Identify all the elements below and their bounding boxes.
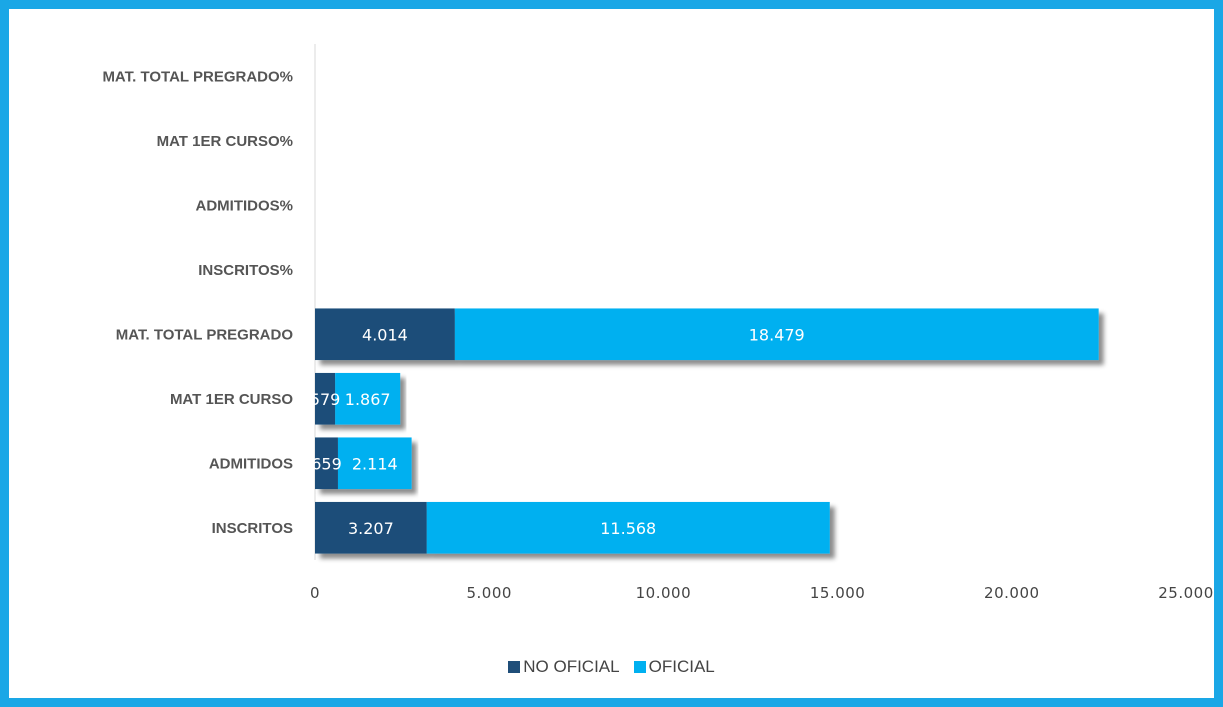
x-tick-label-0: 0 (310, 584, 320, 602)
bar-mat-total-pregrado-no-oficial (315, 308, 455, 361)
bar-label-mat-total-pregrado-oficial: 18.479 (749, 325, 805, 344)
category-label-mat-1er-curso-pct: MAT 1ER CURSO% (157, 133, 293, 150)
bar-group-mat-total-pregrado (315, 308, 1099, 361)
bar-label-admitidos-oficial: 2.114 (352, 454, 398, 473)
x-tick-label-10000: 10.000 (636, 584, 692, 602)
bar-label-mat-1er-curso-oficial: 1.867 (345, 390, 391, 409)
bar-group-mat-1er-curso (315, 372, 401, 425)
legend: NO OFICIAL OFICIAL (0, 657, 1223, 677)
x-tick-label-20000: 20.000 (984, 584, 1040, 602)
legend-item-no-oficial: NO OFICIAL (508, 657, 620, 677)
category-label-inscritos: INSCRITOS (212, 520, 293, 537)
x-tick-label-15000: 15.000 (810, 584, 866, 602)
category-label-mat-total-pregrado: MAT. TOTAL PREGRADO (116, 326, 294, 343)
category-label-admitidos: ADMITIDOS (209, 455, 293, 472)
bar-mat-total-pregrado-oficial (454, 308, 1099, 361)
bar-label-inscritos-oficial: 11.568 (600, 519, 656, 538)
bar-label-mat-1er-curso-no-oficial: 579 (310, 390, 341, 409)
category-label-mat-1er-curso: MAT 1ER CURSO (170, 391, 293, 408)
legend-swatch-no-oficial (508, 661, 521, 673)
bar-admitidos-oficial (337, 437, 412, 490)
bar-inscritos-no-oficial (315, 501, 427, 554)
legend-item-oficial: OFICIAL (633, 657, 715, 677)
legend-label-oficial: OFICIAL (648, 657, 715, 676)
category-label-inscritos-pct: INSCRITOS% (198, 262, 293, 279)
bar-group-inscritos (315, 501, 830, 554)
bar-mat-1er-curso-no-oficial (315, 372, 336, 425)
x-tick-label-5000: 5.000 (466, 584, 511, 602)
bar-group-admitidos (315, 437, 412, 490)
legend-label-no-oficial: NO OFICIAL (523, 657, 620, 676)
category-label-mat-total-pregrado-pct: MAT. TOTAL PREGRADO% (102, 68, 293, 85)
x-tick-label-25000: 25.000 (1158, 584, 1214, 602)
bar-mat-1er-curso-oficial (335, 372, 401, 425)
bar-label-inscritos-no-oficial: 3.207 (348, 519, 394, 538)
bar-label-admitidos-no-oficial: 659 (311, 454, 342, 473)
legend-swatch-oficial (633, 661, 646, 673)
bar-inscritos-oficial (426, 501, 830, 554)
bar-label-mat-total-pregrado-no-oficial: 4.014 (362, 325, 408, 344)
bar-admitidos-no-oficial (315, 437, 338, 490)
category-label-admitidos-pct: ADMITIDOS% (196, 197, 294, 214)
